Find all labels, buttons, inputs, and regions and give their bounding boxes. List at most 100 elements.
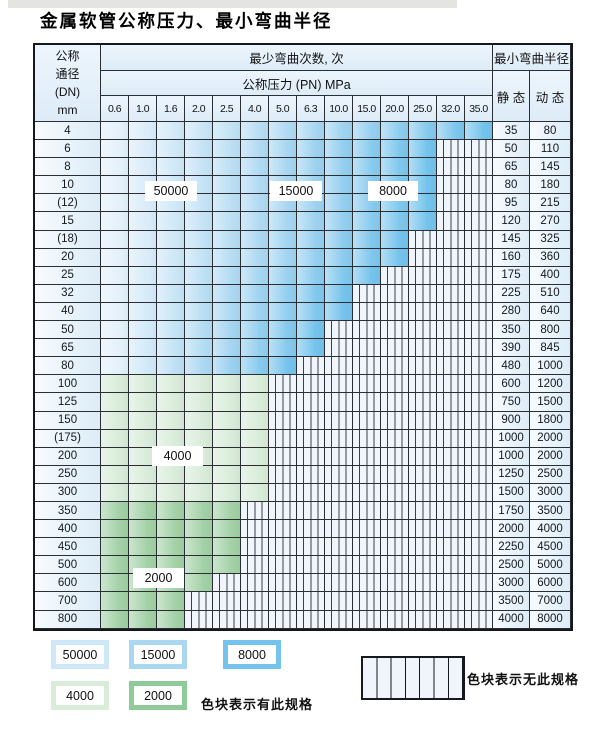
legend-hatch-swatch	[361, 656, 465, 700]
no-spec-cell	[437, 483, 465, 502]
spec-cell	[101, 538, 129, 557]
spec-cell	[129, 321, 157, 340]
no-spec-cell	[409, 411, 437, 430]
no-spec-cell	[353, 357, 381, 376]
pn-value-header: 4.0	[241, 96, 269, 122]
no-spec-cell	[353, 465, 381, 484]
no-spec-cell	[437, 339, 465, 358]
spec-cell	[101, 483, 129, 502]
static-value-cell: 600	[493, 375, 530, 394]
cycles-zone-label: 50000	[145, 181, 197, 201]
no-spec-cell	[465, 140, 493, 159]
no-spec-cell	[409, 538, 437, 557]
no-spec-cell	[465, 429, 493, 448]
spec-cell	[101, 176, 129, 195]
dynamic-value-cell: 80	[530, 122, 571, 141]
no-spec-cell	[325, 520, 353, 539]
dn-cell: 15	[35, 212, 101, 231]
static-value-cell: 1750	[493, 501, 530, 521]
no-spec-cell	[437, 411, 465, 430]
spec-cell	[297, 230, 325, 249]
spec-cell	[241, 465, 269, 484]
spec-cell	[437, 122, 465, 141]
no-spec-cell	[437, 266, 465, 285]
no-spec-cell	[353, 556, 381, 575]
no-spec-cell	[409, 357, 437, 376]
no-spec-cell	[409, 393, 437, 412]
no-spec-cell	[325, 429, 353, 448]
spec-cell	[297, 284, 325, 303]
no-spec-cell	[465, 248, 493, 267]
spec-cell	[101, 520, 129, 539]
no-spec-cell	[409, 284, 437, 303]
spec-cell	[185, 158, 213, 177]
dynamic-header: 动 态	[530, 71, 571, 122]
no-spec-cell	[465, 501, 493, 521]
spec-cell	[129, 538, 157, 557]
no-spec-cell	[325, 501, 353, 521]
spec-cell	[325, 266, 353, 285]
spec-cell	[185, 339, 213, 358]
no-spec-cell	[353, 429, 381, 448]
no-spec-cell	[409, 501, 437, 521]
spec-cell	[269, 212, 297, 231]
dynamic-value-cell: 845	[530, 339, 571, 358]
no-spec-cell	[241, 556, 269, 575]
spec-cell	[325, 284, 353, 303]
no-spec-cell	[465, 538, 493, 557]
spec-cell	[213, 248, 241, 267]
spec-cell	[381, 122, 409, 141]
pn-value-header: 1.0	[129, 96, 157, 122]
no-spec-cell	[381, 339, 409, 358]
spec-cell	[157, 429, 185, 448]
dynamic-value-cell: 1500	[530, 393, 571, 412]
spec-cell	[157, 212, 185, 231]
pressure-header: 公称压力 (PN) MPa	[101, 71, 493, 96]
dn-header: 公称 通径 (DN) mm	[35, 45, 101, 122]
spec-cell	[185, 266, 213, 285]
spec-cell	[241, 194, 269, 213]
no-spec-cell	[465, 574, 493, 593]
spec-cell	[241, 321, 269, 340]
spec-cell	[101, 556, 129, 575]
no-spec-cell	[465, 411, 493, 430]
dn-cell: 32	[35, 284, 101, 303]
no-spec-cell	[325, 538, 353, 557]
dn-cell: 700	[35, 592, 101, 611]
spec-cell	[157, 393, 185, 412]
spec-cell	[185, 520, 213, 539]
spec-cell	[157, 592, 185, 611]
spec-cell	[185, 538, 213, 557]
spec-cell	[409, 158, 437, 177]
no-spec-cell	[409, 483, 437, 502]
no-spec-cell	[381, 284, 409, 303]
no-spec-cell	[465, 284, 493, 303]
spec-cell	[213, 483, 241, 502]
static-value-cell: 95	[493, 194, 530, 213]
no-spec-cell	[269, 429, 297, 448]
no-spec-cell	[437, 212, 465, 231]
no-spec-cell	[269, 411, 297, 430]
spec-cell	[325, 194, 353, 213]
no-spec-cell	[353, 393, 381, 412]
spec-cell	[157, 501, 185, 521]
spec-cell	[157, 302, 185, 322]
spec-cell	[101, 122, 129, 141]
spec-cell	[185, 501, 213, 521]
legend-swatch-4000: 4000	[51, 681, 109, 710]
pn-value-header: 2.0	[185, 96, 213, 122]
no-spec-cell	[269, 465, 297, 484]
spec-cell	[213, 302, 241, 322]
scan-artifact-strip	[8, 0, 457, 8]
spec-cell	[185, 411, 213, 430]
dynamic-value-cell: 7000	[530, 592, 571, 611]
spec-cell	[185, 248, 213, 267]
no-spec-cell	[269, 556, 297, 575]
dn-cell: 4	[35, 122, 101, 141]
dynamic-value-cell: 1200	[530, 375, 571, 394]
no-spec-cell	[465, 176, 493, 195]
no-spec-cell	[297, 411, 325, 430]
no-spec-cell	[465, 302, 493, 322]
pn-value-header: 10.0	[325, 96, 353, 122]
no-spec-cell	[297, 592, 325, 611]
